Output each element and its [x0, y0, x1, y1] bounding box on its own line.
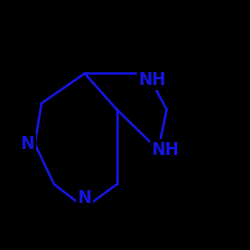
- Text: NH: NH: [139, 71, 167, 89]
- Text: NH: NH: [152, 141, 179, 159]
- Text: N: N: [21, 135, 35, 153]
- Text: N: N: [78, 190, 92, 208]
